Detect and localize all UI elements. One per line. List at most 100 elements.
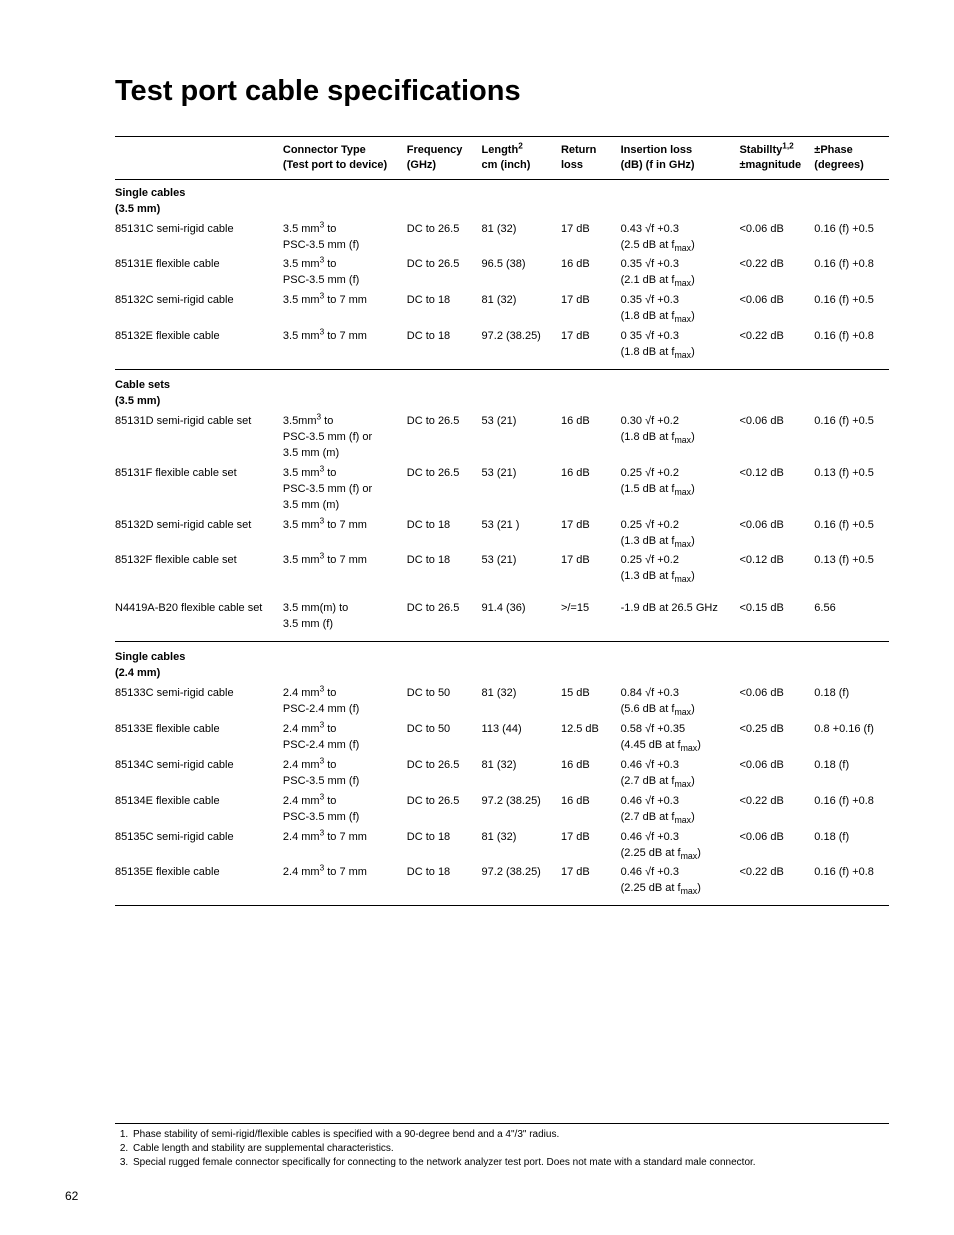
- table-row: 85131D semi-rigid cable set3.5mm3 toPSC-…: [115, 412, 889, 464]
- cell-name: 85132E flexible cable: [115, 327, 283, 369]
- cell-length: 97.2 (38.25): [482, 863, 561, 905]
- cell-insertion-loss: 0.46 √f +0.3(2.25 dB at fmax): [621, 828, 740, 864]
- cell-length: 97.2 (38.25): [482, 327, 561, 369]
- spec-table: Connector Type(Test port to device)Frequ…: [115, 136, 889, 906]
- section-header-row: Cable sets (3.5 mm): [115, 370, 889, 412]
- table-row: N4419A-B20 flexible cable set3.5 mm(m) t…: [115, 599, 889, 641]
- cell-frequency: DC to 26.5: [407, 599, 482, 641]
- cell-length: 96.5 (38): [482, 255, 561, 291]
- cell-length: 81 (32): [482, 291, 561, 327]
- cell-return-loss: 12.5 dB: [561, 720, 621, 756]
- cell-stability: <0.22 dB: [739, 863, 814, 905]
- section-header-row: Single cables(3.5 mm): [115, 179, 889, 219]
- section-subtitle: (2.4 mm): [115, 667, 160, 679]
- page: Test port cable specifications Connector…: [0, 0, 954, 1235]
- cell-phase: 0.16 (f) +0.8: [814, 327, 889, 369]
- cell-stability: <0.12 dB: [739, 551, 814, 599]
- cell-connector: 3.5 mm3 toPSC-3.5 mm (f): [283, 255, 407, 291]
- footnotes: Phase stability of semi-rigid/flexible c…: [115, 1123, 889, 1170]
- cell-connector: 2.4 mm3 to 7 mm: [283, 863, 407, 905]
- cell-frequency: DC to 50: [407, 684, 482, 720]
- cell-frequency: DC to 18: [407, 291, 482, 327]
- cell-stability: <0.22 dB: [739, 255, 814, 291]
- cell-name: 85131D semi-rigid cable set: [115, 412, 283, 464]
- cell-connector: 3.5 mm3 toPSC-3.5 mm (f) or3.5 mm (m): [283, 464, 407, 516]
- cell-frequency: DC to 18: [407, 327, 482, 369]
- cell-return-loss: 16 dB: [561, 255, 621, 291]
- cell-return-loss: 17 dB: [561, 516, 621, 552]
- table-row: 85133E flexible cable2.4 mm3 toPSC-2.4 m…: [115, 720, 889, 756]
- cell-insertion-loss: 0.35 √f +0.3(1.8 dB at fmax): [621, 291, 740, 327]
- table-header-row: Connector Type(Test port to device)Frequ…: [115, 137, 889, 180]
- cell-connector: 3.5 mm(m) to3.5 mm (f): [283, 599, 407, 641]
- cell-phase: 0.18 (f): [814, 684, 889, 720]
- cell-frequency: DC to 18: [407, 551, 482, 599]
- cell-return-loss: 16 dB: [561, 412, 621, 464]
- cell-name: N4419A-B20 flexible cable set: [115, 599, 283, 641]
- cell-frequency: DC to 26.5: [407, 464, 482, 516]
- section-subtitle: (3.5 mm): [115, 203, 160, 215]
- table-row: 85131E flexible cable3.5 mm3 toPSC-3.5 m…: [115, 255, 889, 291]
- cell-name: 85131E flexible cable: [115, 255, 283, 291]
- column-header: [115, 137, 283, 180]
- page-title: Test port cable specifications: [115, 75, 889, 108]
- table-row: 85135C semi-rigid cable2.4 mm3 to 7 mmDC…: [115, 828, 889, 864]
- cell-phase: 0.16 (f) +0.5: [814, 291, 889, 327]
- cell-insertion-loss: 0.46 √f +0.3(2.7 dB at fmax): [621, 792, 740, 828]
- cell-stability: <0.25 dB: [739, 720, 814, 756]
- cell-stability: <0.06 dB: [739, 756, 814, 792]
- table-row: 85132C semi-rigid cable3.5 mm3 to 7 mmDC…: [115, 291, 889, 327]
- cell-stability: <0.06 dB: [739, 516, 814, 552]
- cell-stability: <0.06 dB: [739, 220, 814, 256]
- column-header: Returnloss: [561, 137, 621, 180]
- cell-stability: <0.06 dB: [739, 291, 814, 327]
- cell-return-loss: 15 dB: [561, 684, 621, 720]
- column-header: Connector Type(Test port to device): [283, 137, 407, 180]
- section-title: Cable sets: [115, 379, 170, 391]
- cell-name: 85135E flexible cable: [115, 863, 283, 905]
- cell-insertion-loss: -1.9 dB at 26.5 GHz: [621, 599, 740, 641]
- cell-length: 53 (21): [482, 464, 561, 516]
- cell-stability: <0.12 dB: [739, 464, 814, 516]
- footnote-item: Cable length and stability are supplemen…: [131, 1142, 889, 1156]
- cell-name: 85134C semi-rigid cable: [115, 756, 283, 792]
- cell-length: 53 (21): [482, 551, 561, 599]
- column-header: ±Phase(degrees): [814, 137, 889, 180]
- table-row: 85132E flexible cable3.5 mm3 to 7 mmDC t…: [115, 327, 889, 369]
- cell-connector: 3.5 mm3 to 7 mm: [283, 291, 407, 327]
- table-row: 85134E flexible cable2.4 mm3 toPSC-3.5 m…: [115, 792, 889, 828]
- cell-connector: 3.5mm3 toPSC-3.5 mm (f) or3.5 mm (m): [283, 412, 407, 464]
- cell-insertion-loss: 0.58 √f +0.35(4.45 dB at fmax): [621, 720, 740, 756]
- column-header: Length2cm (inch): [482, 137, 561, 180]
- cell-insertion-loss: 0.35 √f +0.3(2.1 dB at fmax): [621, 255, 740, 291]
- column-header: Insertion loss(dB) (f in GHz): [621, 137, 740, 180]
- cell-stability: <0.06 dB: [739, 684, 814, 720]
- cell-return-loss: 16 dB: [561, 464, 621, 516]
- table-row: 85133C semi-rigid cable2.4 mm3 toPSC-2.4…: [115, 684, 889, 720]
- cell-return-loss: 16 dB: [561, 792, 621, 828]
- cell-connector: 3.5 mm3 to 7 mm: [283, 551, 407, 599]
- cell-frequency: DC to 18: [407, 516, 482, 552]
- section-subtitle: (3.5 mm): [115, 395, 160, 407]
- cell-phase: 0.16 (f) +0.8: [814, 255, 889, 291]
- footnote-list: Phase stability of semi-rigid/flexible c…: [115, 1128, 889, 1170]
- cell-return-loss: 17 dB: [561, 551, 621, 599]
- cell-stability: <0.22 dB: [739, 792, 814, 828]
- cell-phase: 0.16 (f) +0.8: [814, 792, 889, 828]
- cell-name: 85133C semi-rigid cable: [115, 684, 283, 720]
- cell-connector: 3.5 mm3 toPSC-3.5 mm (f): [283, 220, 407, 256]
- cell-insertion-loss: 0 35 √f +0.3(1.8 dB at fmax): [621, 327, 740, 369]
- cell-phase: 0.18 (f): [814, 756, 889, 792]
- cell-phase: 0.13 (f) +0.5: [814, 464, 889, 516]
- section-header-row: Single cables(2.4 mm): [115, 642, 889, 684]
- cell-frequency: DC to 26.5: [407, 756, 482, 792]
- cell-length: 81 (32): [482, 220, 561, 256]
- cell-connector: 3.5 mm3 to 7 mm: [283, 516, 407, 552]
- cell-stability: <0.15 dB: [739, 599, 814, 641]
- cell-length: 97.2 (38.25): [482, 792, 561, 828]
- table-row: 85132F flexible cable set3.5 mm3 to 7 mm…: [115, 551, 889, 599]
- cell-phase: 0.16 (f) +0.5: [814, 516, 889, 552]
- table-row: 85131F flexible cable set3.5 mm3 toPSC-3…: [115, 464, 889, 516]
- cell-return-loss: 17 dB: [561, 291, 621, 327]
- cell-connector: 2.4 mm3 to 7 mm: [283, 828, 407, 864]
